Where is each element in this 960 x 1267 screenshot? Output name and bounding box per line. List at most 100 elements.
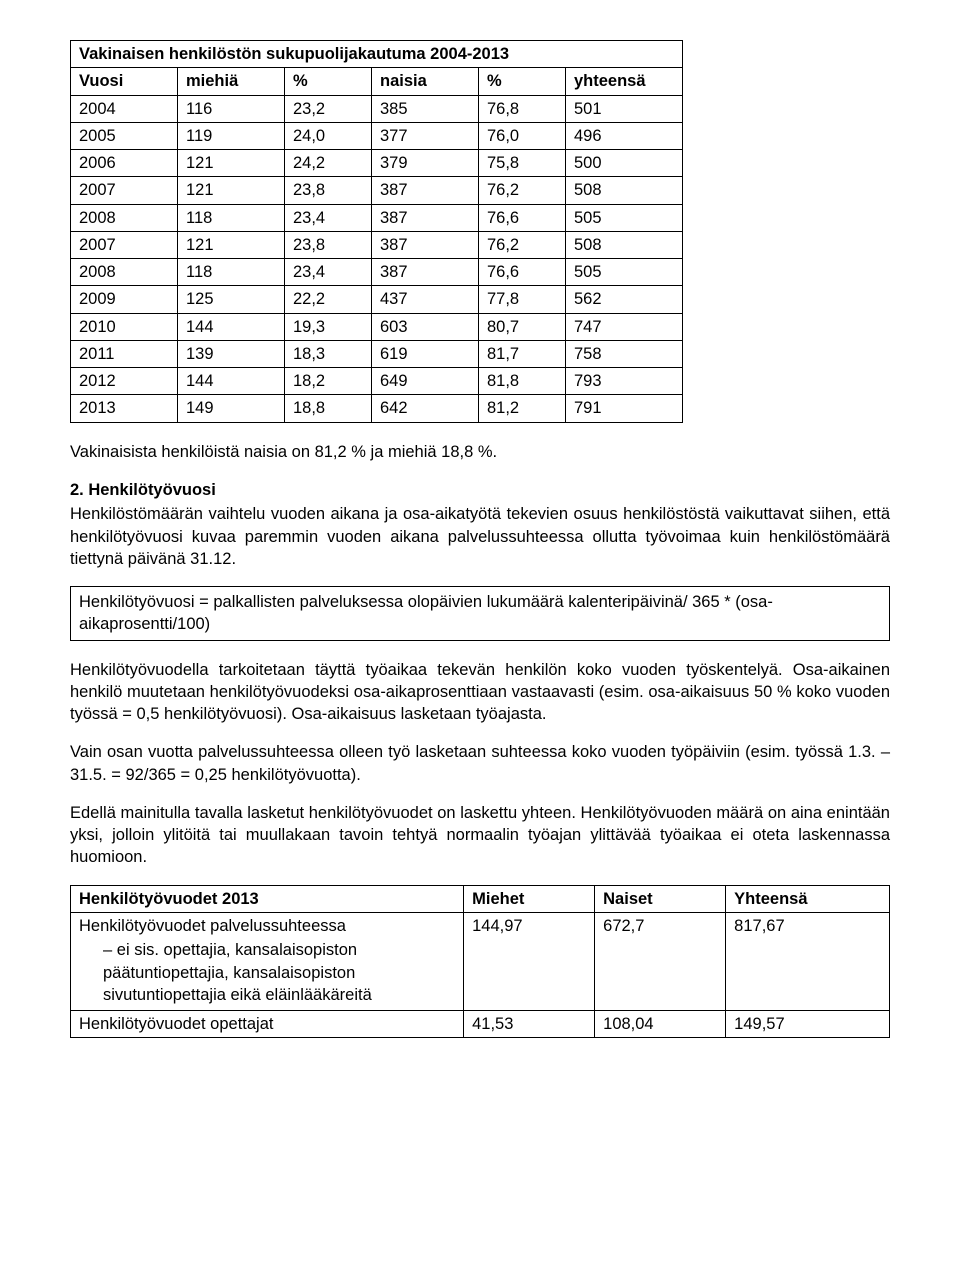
table-cell: 144 xyxy=(178,313,285,340)
table-cell: 747 xyxy=(566,313,683,340)
table2-header: Yhteensä xyxy=(726,885,890,912)
table-cell: 77,8 xyxy=(479,286,566,313)
table-cell: 2004 xyxy=(71,95,178,122)
table-cell: 18,8 xyxy=(285,395,372,422)
section-2-body: Henkilöstömäärän vaihtelu vuoden aikana … xyxy=(70,503,890,570)
table-row: 201314918,864281,2791 xyxy=(71,395,683,422)
table2-header: Miehet xyxy=(464,885,595,912)
table-cell: 76,2 xyxy=(479,177,566,204)
table-cell: 649 xyxy=(372,368,479,395)
table-cell: 81,7 xyxy=(479,340,566,367)
gender-distribution-table: Vakinaisen henkilöstön sukupuolijakautum… xyxy=(70,40,683,423)
table-cell: 23,8 xyxy=(285,231,372,258)
paragraph-gender-summary: Vakinaisista henkilöistä naisia on 81,2 … xyxy=(70,441,890,463)
table2-header: Naiset xyxy=(595,885,726,912)
paragraph-4: Vain osan vuotta palvelussuhteessa ollee… xyxy=(70,741,890,786)
list-item: ei sis. opettajia, kansalaisopiston päät… xyxy=(103,939,455,1006)
table-cell: 2008 xyxy=(71,259,178,286)
table-cell: 139 xyxy=(178,340,285,367)
table-cell: 121 xyxy=(178,150,285,177)
table-cell: 672,7 xyxy=(595,912,726,1010)
table1-header: miehiä xyxy=(178,68,285,95)
table-cell: 603 xyxy=(372,313,479,340)
table-cell: 2012 xyxy=(71,368,178,395)
table-cell: 41,53 xyxy=(464,1011,595,1038)
table-cell: 817,67 xyxy=(726,912,890,1010)
table-cell: 2007 xyxy=(71,177,178,204)
formula-box: Henkilötyövuosi = palkallisten palveluks… xyxy=(70,586,890,641)
table-cell: 562 xyxy=(566,286,683,313)
table-cell: 121 xyxy=(178,231,285,258)
table-cell: 501 xyxy=(566,95,683,122)
table-row: Henkilötyövuodet palvelussuhteessaei sis… xyxy=(71,912,890,1010)
table-row: 200411623,238576,8501 xyxy=(71,95,683,122)
table-cell: 18,2 xyxy=(285,368,372,395)
section-2-heading: 2. Henkilötyövuosi xyxy=(70,479,890,501)
table-cell: 2007 xyxy=(71,231,178,258)
table-cell: 121 xyxy=(178,177,285,204)
table-row: 200712123,838776,2508 xyxy=(71,231,683,258)
table-cell: 149 xyxy=(178,395,285,422)
table-cell: 76,6 xyxy=(479,204,566,231)
table-cell: 758 xyxy=(566,340,683,367)
table-row: Henkilötyövuodet opettajat41,53108,04149… xyxy=(71,1011,890,1038)
table-cell: 23,4 xyxy=(285,259,372,286)
table-cell: 18,3 xyxy=(285,340,372,367)
table-row: 200912522,243777,8562 xyxy=(71,286,683,313)
table-cell: Henkilötyövuodet opettajat xyxy=(71,1011,464,1038)
table-cell: 24,0 xyxy=(285,122,372,149)
paragraph-3: Henkilötyövuodella tarkoitetaan täyttä t… xyxy=(70,659,890,726)
table-cell: 119 xyxy=(178,122,285,149)
table1-title: Vakinaisen henkilöstön sukupuolijakautum… xyxy=(71,41,683,68)
table-cell: 116 xyxy=(178,95,285,122)
table-cell: 144 xyxy=(178,368,285,395)
table-cell: 149,57 xyxy=(726,1011,890,1038)
person-work-years-table: Henkilötyövuodet 2013MiehetNaisetYhteens… xyxy=(70,885,890,1039)
table-cell: 2008 xyxy=(71,204,178,231)
table-cell: 144,97 xyxy=(464,912,595,1010)
table-cell: 508 xyxy=(566,231,683,258)
table-row: 200811823,438776,6505 xyxy=(71,204,683,231)
table-cell: Henkilötyövuodet palvelussuhteessaei sis… xyxy=(71,912,464,1010)
table-cell: 125 xyxy=(178,286,285,313)
table-cell: 505 xyxy=(566,259,683,286)
table-cell: 385 xyxy=(372,95,479,122)
table-row: 201113918,361981,7758 xyxy=(71,340,683,367)
table-cell: 118 xyxy=(178,259,285,286)
table-cell: 118 xyxy=(178,204,285,231)
table-cell: 508 xyxy=(566,177,683,204)
table-cell: 22,2 xyxy=(285,286,372,313)
paragraph-5: Edellä mainitulla tavalla lasketut henki… xyxy=(70,802,890,869)
table-row: 201014419,360380,7747 xyxy=(71,313,683,340)
table2-header: Henkilötyövuodet 2013 xyxy=(71,885,464,912)
table-cell: 19,3 xyxy=(285,313,372,340)
table-row: 201214418,264981,8793 xyxy=(71,368,683,395)
table-cell: 793 xyxy=(566,368,683,395)
table-cell: 108,04 xyxy=(595,1011,726,1038)
table-cell: 387 xyxy=(372,204,479,231)
table-cell: 619 xyxy=(372,340,479,367)
table-cell: 496 xyxy=(566,122,683,149)
table-row: 200712123,838776,2508 xyxy=(71,177,683,204)
table-cell: 76,8 xyxy=(479,95,566,122)
table-cell: 23,2 xyxy=(285,95,372,122)
table-cell: 75,8 xyxy=(479,150,566,177)
table-cell: 505 xyxy=(566,204,683,231)
table1-header: Vuosi xyxy=(71,68,178,95)
table-cell: 387 xyxy=(372,259,479,286)
table-cell: 2013 xyxy=(71,395,178,422)
table-row: 200811823,438776,6505 xyxy=(71,259,683,286)
table1-header: % xyxy=(479,68,566,95)
table-cell: 23,8 xyxy=(285,177,372,204)
table-cell: 377 xyxy=(372,122,479,149)
table-cell: 791 xyxy=(566,395,683,422)
table-row: 200511924,037776,0496 xyxy=(71,122,683,149)
table-cell: 379 xyxy=(372,150,479,177)
table-cell: 387 xyxy=(372,177,479,204)
table-cell: 2005 xyxy=(71,122,178,149)
table1-header: yhteensä xyxy=(566,68,683,95)
table-cell: 2009 xyxy=(71,286,178,313)
formula-text: Henkilötyövuosi = palkallisten palveluks… xyxy=(71,587,890,641)
table-cell: 81,8 xyxy=(479,368,566,395)
table-cell: 80,7 xyxy=(479,313,566,340)
